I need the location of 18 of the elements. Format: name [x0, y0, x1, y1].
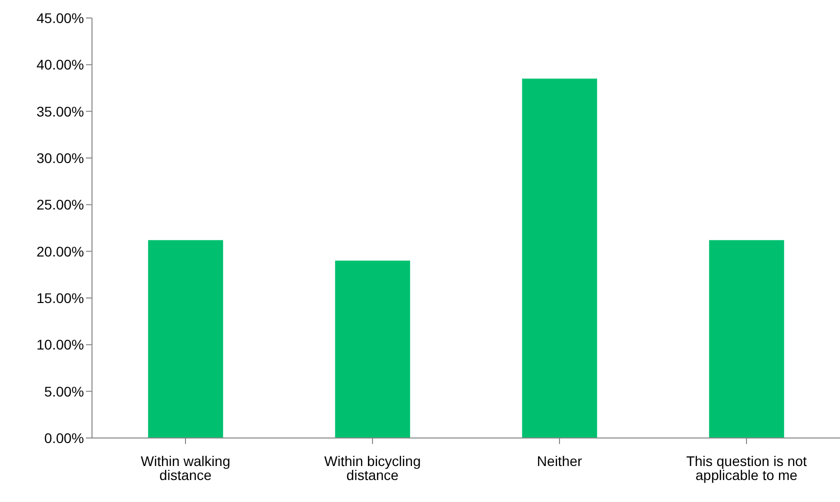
x-tick-label: This question is not applicable to me: [686, 452, 807, 483]
y-tick-label: 20.00%: [36, 243, 84, 260]
y-tick-label: 25.00%: [36, 196, 84, 213]
y-tick-label: 0.00%: [44, 430, 84, 446]
bar: [335, 260, 410, 438]
y-tick-label: 10.00%: [36, 336, 84, 353]
y-tick-label: 35.00%: [36, 103, 84, 120]
y-tick-label: 40.00%: [36, 56, 84, 73]
x-tick-label: Within bicycling distance: [324, 452, 421, 483]
bar: [709, 240, 784, 438]
y-tick-label: 5.00%: [44, 383, 84, 400]
x-tick-label: Within walking distance: [140, 452, 230, 483]
y-tick-label: 30.00%: [36, 150, 84, 166]
x-tick-label: Neither: [536, 452, 582, 469]
bar: [148, 240, 224, 438]
y-tick-label: 15.00%: [36, 290, 84, 306]
bar: [522, 78, 598, 438]
y-tick-label: 45.00%: [36, 10, 84, 26]
